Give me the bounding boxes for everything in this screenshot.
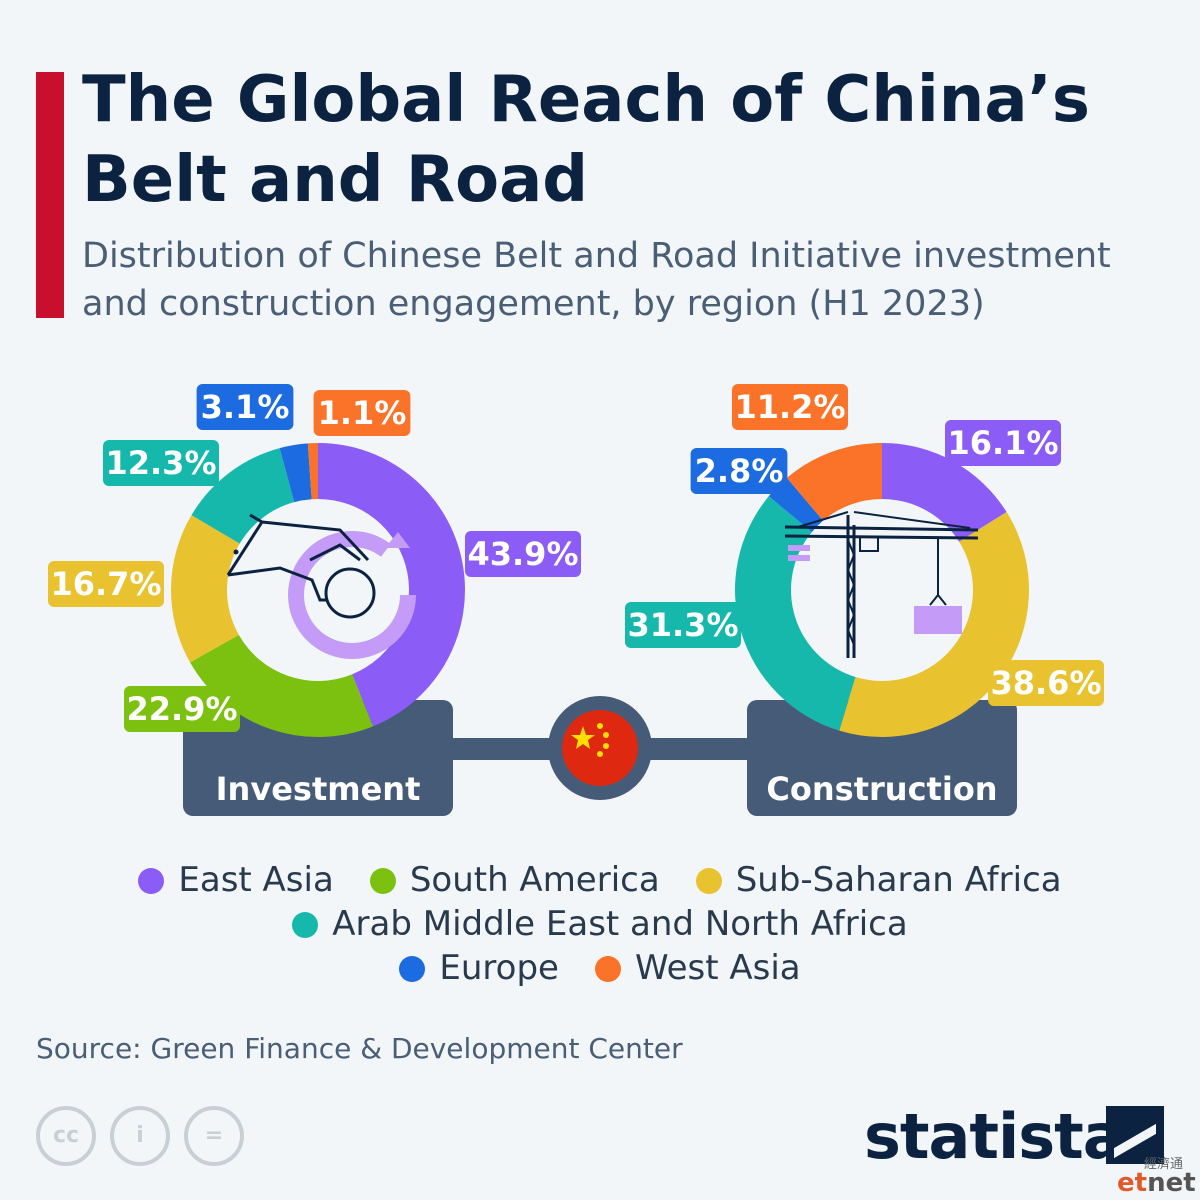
data-label-box (196, 384, 294, 430)
china-flag-icon (548, 696, 652, 800)
attribution-icon[interactable]: i (110, 1106, 170, 1166)
legend-swatch (138, 868, 165, 894)
no-derivatives-icon[interactable]: = (184, 1106, 244, 1166)
data-label-box (690, 448, 788, 494)
legend-item[interactable]: East Asia (138, 858, 334, 902)
data-label: 31.3% (627, 606, 738, 644)
legend-label: Europe (439, 948, 559, 988)
legend-swatch (292, 912, 319, 938)
legend-label: West Asia (634, 948, 801, 988)
legend-row: Europe West Asia (0, 946, 1200, 990)
data-label-box (732, 384, 848, 430)
data-label: 2.8% (695, 452, 784, 490)
legend-label: East Asia (178, 860, 334, 900)
data-label-box (313, 390, 411, 436)
legend-item[interactable]: Europe (399, 946, 559, 990)
slice-europe[interactable] (279, 443, 312, 503)
crane-icon (784, 511, 979, 658)
legend-row: East Asia South America Sub-Saharan Africa (0, 858, 1200, 902)
slice-arab-middle-east-and-north-africa[interactable] (191, 448, 295, 544)
watermark-cn: 經濟通 (1144, 1157, 1184, 1172)
investment-panel (183, 700, 453, 816)
data-label: 22.9% (126, 690, 237, 728)
source-note: Source: Green Finance & Development Cent… (36, 1032, 683, 1065)
license-icons: cc i = (36, 1106, 258, 1166)
data-label-box (103, 440, 219, 486)
etnet-watermark: etnet (1117, 1168, 1196, 1198)
data-label: 38.6% (990, 664, 1101, 702)
data-label-box (465, 531, 581, 577)
data-label-box (988, 660, 1104, 706)
creative-commons-icon[interactable]: cc (36, 1106, 96, 1166)
legend-label: Arab Middle East and North Africa (332, 904, 908, 944)
statista-mark-icon (1106, 1106, 1164, 1164)
slice-arab-middle-east-and-north-africa[interactable] (734, 496, 856, 731)
accent-bar (36, 72, 64, 318)
slice-east-asia[interactable] (882, 443, 1007, 542)
hand-coin-icon (226, 513, 416, 659)
data-label: 3.1% (201, 388, 290, 426)
slice-sub-saharan-africa[interactable] (839, 512, 1029, 737)
chart-subtitle: Distribution of Chinese Belt and Road In… (82, 236, 1111, 324)
data-label: 43.9% (467, 535, 578, 573)
legend-swatch (369, 868, 396, 894)
watermark-et: et (1117, 1168, 1148, 1198)
slice-west-asia[interactable] (786, 443, 882, 521)
legend-label: Sub-Saharan Africa (735, 860, 1062, 900)
construction-panel-label: Construction (766, 770, 997, 808)
data-label: 16.7% (50, 565, 161, 603)
data-label: 12.3% (105, 444, 216, 482)
legend-swatch (695, 868, 722, 894)
watermark-net: net (1147, 1168, 1196, 1198)
construction-panel (747, 700, 1017, 816)
legend-row: Arab Middle East and North Africa (0, 902, 1200, 946)
legend-item[interactable]: West Asia (594, 946, 801, 990)
legend: East Asia South America Sub-Saharan Africa… (0, 858, 1200, 990)
legend-swatch (594, 956, 621, 982)
legend-swatch (399, 956, 426, 982)
data-label-box (625, 602, 741, 648)
legend-label: South America (409, 860, 660, 900)
data-label-box (124, 686, 240, 732)
investment-donut: 43.9% 22.9% 16.7% 12.3% 3.1% 1.1% (48, 384, 581, 737)
legend-item[interactable]: Sub-Saharan Africa (695, 858, 1062, 902)
statista-logo[interactable]: statista (864, 1100, 1125, 1173)
legend-item[interactable]: South America (369, 858, 660, 902)
investment-panel-label: Investment (216, 770, 421, 808)
slice-east-asia[interactable] (318, 443, 466, 727)
data-label: 16.1% (947, 424, 1058, 462)
construction-donut: 16.1% 38.6% 31.3% 2.8% 11.2% (625, 384, 1104, 737)
data-label-box (48, 561, 164, 607)
data-label: 1.1% (318, 394, 407, 432)
data-label: 11.2% (734, 388, 845, 426)
chart-title: The Global Reach of China’s Belt and Roa… (82, 63, 1090, 217)
legend-item[interactable]: Arab Middle East and North Africa (292, 902, 908, 946)
data-label-box (945, 420, 1061, 466)
slice-sub-saharan-africa[interactable] (171, 515, 240, 663)
slice-west-asia[interactable] (307, 443, 318, 500)
